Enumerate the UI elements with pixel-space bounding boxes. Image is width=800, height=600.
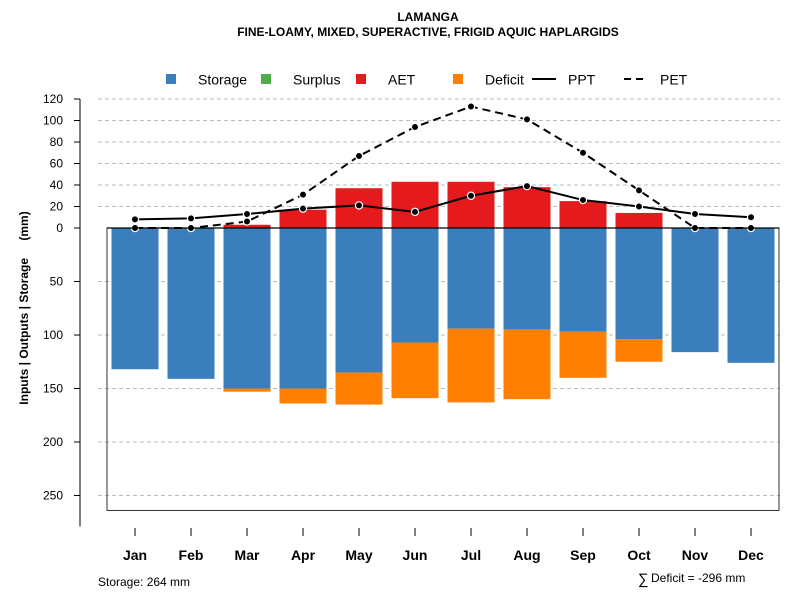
bar-storage-Apr — [279, 228, 327, 389]
point-ppt-Nov — [690, 209, 700, 219]
point-ppt-Dec — [746, 213, 756, 222]
x-tick-label-Sep: Sep — [570, 547, 596, 563]
point-ppt-Jul — [466, 191, 476, 200]
bar-aet-Jul — [447, 181, 495, 228]
point-pet-May — [354, 151, 364, 161]
gridlines — [98, 98, 780, 496]
bar-storage-Jul — [447, 228, 495, 329]
legend-swatch-storage — [166, 74, 176, 84]
legend-swatch-aet — [356, 74, 366, 84]
point-ppt-May — [354, 201, 364, 210]
point-pet-Aug — [522, 115, 532, 124]
y-tick-label-lower-250: 250 — [43, 489, 63, 503]
y-tick-label-upper-80: 80 — [50, 135, 64, 149]
bar-storage-Feb — [167, 228, 215, 379]
legend: Storage Surplus AET Deficit PPT PET — [166, 72, 688, 88]
point-pet-Jun — [410, 122, 420, 132]
y-tick-label-upper-20: 20 — [50, 200, 64, 214]
legend-label-surplus: Surplus — [293, 72, 340, 88]
lines — [130, 102, 756, 233]
point-ppt-Feb — [186, 214, 196, 223]
x-tick-label-Apr: Apr — [291, 547, 316, 563]
bars — [111, 181, 775, 405]
point-ppt-Oct — [634, 202, 644, 211]
axes: 0 20 40 60 80 100 120 50 100 150 200 250 Jan Feb Mar Ap… — [43, 92, 780, 563]
bar-deficit-Jun — [391, 342, 439, 399]
legend-swatch-deficit — [453, 74, 463, 84]
y-tick-label-lower-150: 150 — [43, 382, 63, 396]
x-tick-label-Jan: Jan — [123, 547, 147, 563]
point-pet-Apr — [298, 190, 308, 199]
bar-storage-Dec — [727, 228, 775, 363]
y-axis-label: Inputs | Outputs | Storage (mm) — [17, 211, 31, 404]
bar-storage-May — [335, 228, 383, 373]
y-tick-label-lower-100: 100 — [43, 328, 63, 342]
y-axis-label-main: Inputs | Outputs | Storage — [17, 258, 31, 405]
point-ppt-Apr — [298, 204, 308, 213]
x-tick-label-Dec: Dec — [738, 547, 764, 563]
x-tick-label-May: May — [345, 547, 372, 563]
bar-deficit-Aug — [503, 329, 551, 400]
chart-subtitle: FINE-LOAMY, MIXED, SUPERACTIVE, FRIGID A… — [237, 25, 619, 39]
bar-storage-Sep — [559, 228, 607, 332]
bar-deficit-May — [335, 372, 383, 405]
point-ppt-Mar — [242, 209, 252, 219]
bar-storage-Oct — [615, 228, 663, 340]
y-tick-label-lower-50: 50 — [50, 275, 64, 289]
bar-aet-Oct — [615, 212, 663, 228]
x-tick-label-Feb: Feb — [179, 547, 204, 563]
bar-aet-Sep — [559, 201, 607, 228]
bar-aet-Mar — [223, 224, 271, 228]
bar-aet-Aug — [503, 187, 551, 228]
x-tick-label-Nov: Nov — [682, 547, 709, 563]
chart-title: LAMANGA — [397, 10, 459, 24]
point-ppt-Aug — [522, 181, 532, 191]
bar-deficit-Jul — [447, 328, 495, 403]
point-ppt-Jan — [130, 215, 140, 224]
sum-icon: ∑ — [638, 571, 649, 588]
bar-storage-Mar — [223, 228, 271, 389]
x-tick-label-Jun: Jun — [403, 547, 428, 563]
bar-storage-Nov — [671, 228, 719, 353]
point-pet-Oct — [634, 186, 644, 195]
y-axis-label-units: (mm) — [17, 211, 31, 240]
legend-swatch-surplus — [261, 74, 271, 84]
bar-aet-Apr — [279, 209, 327, 228]
x-tick-label-Mar: Mar — [235, 547, 260, 563]
legend-label-storage: Storage — [198, 72, 247, 88]
bar-deficit-Apr — [279, 388, 327, 404]
point-ppt-Sep — [578, 195, 588, 205]
point-pet-Sep — [578, 148, 588, 157]
y-tick-label-upper-120: 120 — [43, 92, 63, 106]
y-tick-label-upper-0: 0 — [56, 221, 63, 235]
line-pet — [135, 105, 751, 229]
point-ppt-Jun — [410, 207, 420, 217]
bar-deficit-Oct — [615, 339, 663, 362]
point-pet-Mar — [242, 217, 252, 226]
bar-storage-Jun — [391, 228, 439, 343]
bar-deficit-Mar — [223, 388, 271, 392]
x-tick-label-Jul: Jul — [461, 547, 481, 563]
line-ppt — [134, 185, 752, 221]
y-tick-label-lower-200: 200 — [43, 435, 63, 449]
y-tick-label-upper-100: 100 — [43, 114, 63, 128]
point-pet-Jul — [466, 102, 476, 111]
storage-note: Storage: 264 mm — [98, 575, 190, 589]
legend-label-ppt: PPT — [568, 72, 596, 88]
legend-label-aet: AET — [388, 72, 416, 88]
bar-deficit-Sep — [559, 331, 607, 378]
bar-storage-Aug — [503, 228, 551, 330]
y-tick-label-upper-60: 60 — [50, 157, 64, 171]
legend-label-deficit: Deficit — [485, 72, 524, 88]
deficit-note: Deficit = -296 mm — [651, 571, 745, 585]
y-tick-label-upper-40: 40 — [50, 178, 64, 192]
bar-aet-Jun — [391, 181, 439, 228]
x-tick-label-Aug: Aug — [513, 547, 540, 563]
bar-storage-Jan — [111, 228, 159, 370]
legend-label-pet: PET — [660, 72, 688, 88]
x-tick-label-Oct: Oct — [627, 547, 651, 563]
